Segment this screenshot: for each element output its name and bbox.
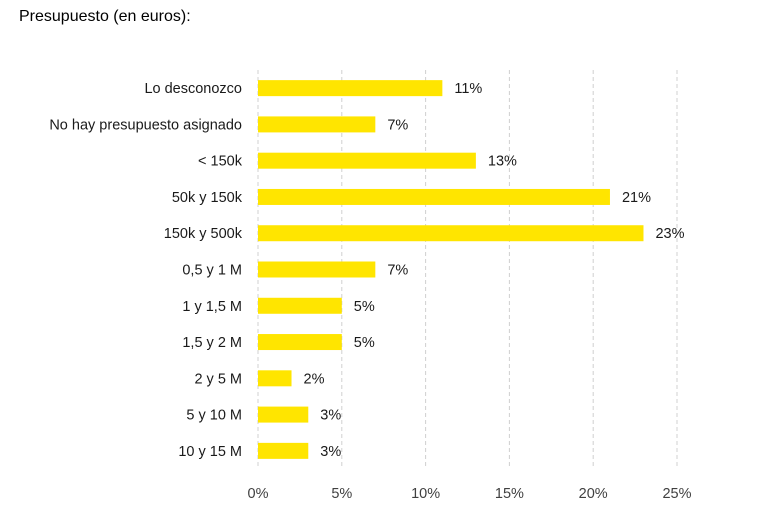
x-tick-label: 15% <box>495 486 524 502</box>
category-label: 50k y 150k <box>172 190 243 206</box>
chart-title: Presupuesto (en euros): <box>19 8 191 25</box>
data-label: 5% <box>354 335 375 351</box>
bar <box>258 225 644 242</box>
bar <box>258 334 342 351</box>
category-label: 5 y 10 M <box>186 408 242 424</box>
category-labels: Lo desconozco No hay presupuesto asignado… <box>49 81 242 460</box>
x-tick-label: 0% <box>248 486 269 502</box>
data-label: 7% <box>387 263 408 279</box>
x-axis-ticks: 0% 5% 10% 15% 20% 25% <box>248 486 692 502</box>
data-label: 23% <box>655 226 684 242</box>
bar <box>258 261 376 278</box>
category-label: 1 y 1,5 M <box>182 299 242 315</box>
x-tick-label: 5% <box>331 486 352 502</box>
bar <box>258 188 610 205</box>
category-label: 1,5 y 2 M <box>182 335 242 351</box>
category-label: 10 y 15 M <box>178 444 242 460</box>
bar <box>258 152 476 169</box>
bar <box>258 370 292 387</box>
bar <box>258 116 376 133</box>
bar <box>258 406 309 423</box>
data-label: 7% <box>387 117 408 133</box>
data-label: 13% <box>488 154 517 170</box>
data-label: 3% <box>320 408 341 424</box>
x-tick-label: 20% <box>579 486 608 502</box>
bar <box>258 80 443 97</box>
bar <box>258 442 309 459</box>
data-label: 2% <box>304 371 325 387</box>
x-tick-label: 10% <box>411 486 440 502</box>
value-labels: 11% 7% 13% 21% 23% 7% 5% 5% 2% 3% 3% <box>304 81 685 460</box>
category-label: 0,5 y 1 M <box>182 263 242 279</box>
category-label: < 150k <box>198 154 243 170</box>
data-label: 5% <box>354 299 375 315</box>
category-label: 150k y 500k <box>164 226 243 242</box>
data-label: 3% <box>320 444 341 460</box>
data-label: 11% <box>454 81 482 97</box>
bar <box>258 297 342 314</box>
bars <box>258 80 644 459</box>
category-label: No hay presupuesto asignado <box>49 117 242 133</box>
category-label: Lo desconozco <box>144 81 242 97</box>
data-label: 21% <box>622 190 651 206</box>
category-label: 2 y 5 M <box>194 371 242 387</box>
x-tick-label: 25% <box>662 486 691 502</box>
